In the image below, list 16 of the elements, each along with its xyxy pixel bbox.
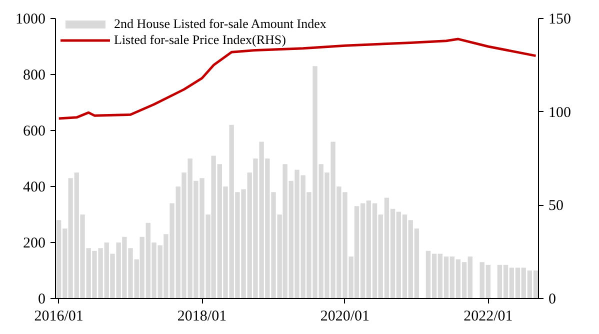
y2-tick-label: 50 <box>548 198 564 214</box>
y2-tick-label: 150 <box>548 12 571 28</box>
x-tick-label: 2018/01 <box>177 308 227 324</box>
y-tick-label: 200 <box>23 236 46 252</box>
x-tick-label: 2016/01 <box>34 308 84 324</box>
y-tick-label: 0 <box>38 292 46 308</box>
y-tick-label: 400 <box>23 180 46 196</box>
x-tick-label: 2022/01 <box>464 308 513 324</box>
y2-tick-label: 100 <box>548 104 571 121</box>
y-tick-label: 1000 <box>16 12 46 28</box>
legend-label: 2nd House Listed for-sale Amount Index <box>114 17 326 32</box>
legend-label: Listed for-sale Price Index(RHS) <box>114 32 286 48</box>
x-tick-label: 2020/01 <box>320 308 370 324</box>
y2-tick-label: 0 <box>548 292 556 308</box>
y-tick-label: 800 <box>23 68 46 84</box>
y-tick-label: 600 <box>23 124 46 140</box>
